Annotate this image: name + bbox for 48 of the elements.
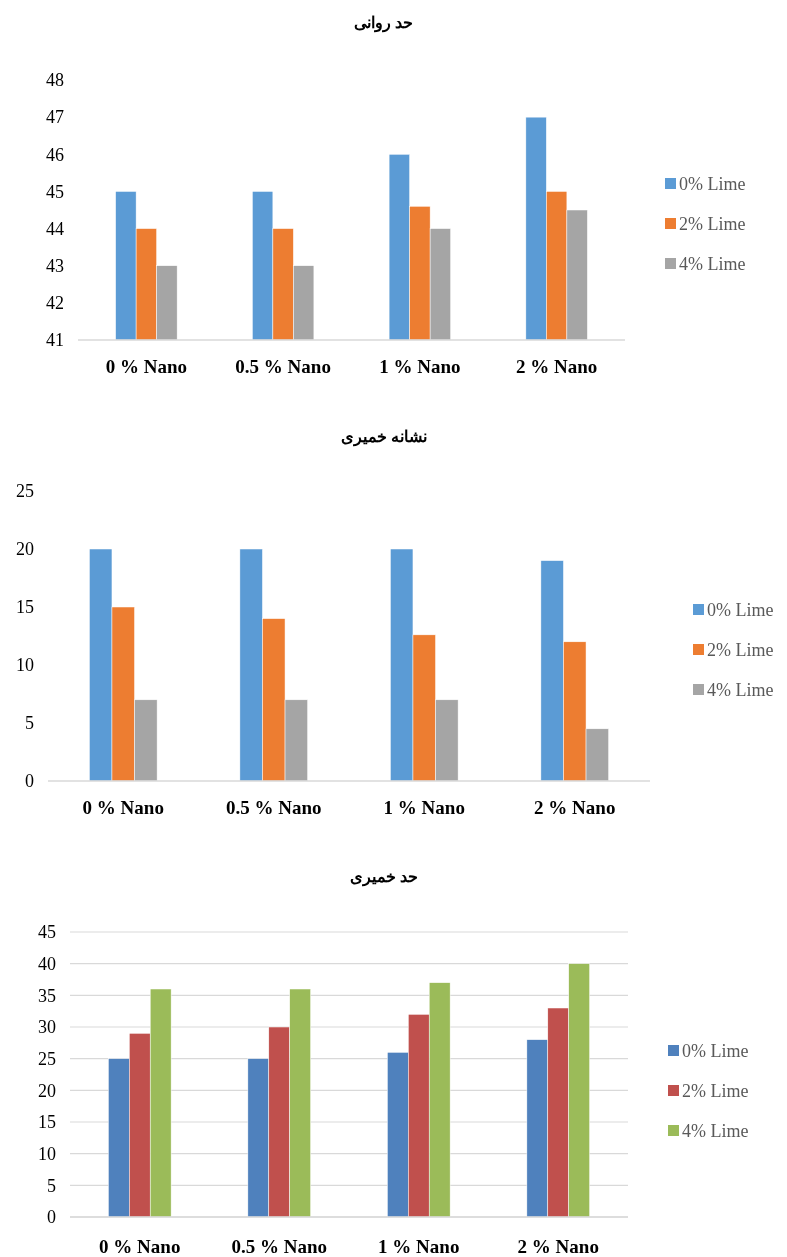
x-tick-label: 2 % Nano: [517, 1236, 599, 1257]
y-tick-label: 30: [38, 1017, 56, 1038]
legend-label: 2% Lime: [679, 214, 746, 235]
y-tick-label: 15: [16, 597, 34, 618]
x-tick-label: 1 % Nano: [383, 797, 465, 818]
y-tick-label: 45: [38, 922, 56, 943]
x-tick-label: 0 % Nano: [105, 356, 188, 377]
y-tick-label: 0: [47, 1207, 56, 1228]
chart-title: حد روانی: [354, 14, 413, 33]
y-tick-label: 43: [46, 256, 64, 277]
x-tick-label: 0 % Nano: [82, 797, 164, 818]
legend-label: 4% Lime: [679, 254, 746, 275]
x-tick-label: 0.5 % Nano: [231, 1236, 328, 1257]
y-tick-label: 5: [25, 713, 34, 734]
y-tick-label: 10: [16, 655, 34, 676]
chart-title: حد خمیری: [349, 868, 418, 887]
chart-title: نشانه خمیری: [340, 428, 427, 447]
y-tick-label: 47: [46, 107, 64, 128]
x-tick-label: 2 % Nano: [534, 797, 616, 818]
x-tick-label: 0 % Nano: [99, 1236, 181, 1257]
y-tick-label: 35: [38, 985, 56, 1006]
y-tick-label: 5: [47, 1175, 56, 1196]
x-tick-label: 2 % Nano: [515, 356, 598, 377]
y-tick-label: 48: [46, 70, 64, 91]
y-tick-label: 44: [46, 218, 64, 239]
y-tick-label: 41: [46, 330, 64, 351]
legend-label: 0% Lime: [707, 600, 774, 621]
y-tick-label: 25: [16, 481, 34, 502]
y-tick-label: 42: [46, 293, 64, 314]
y-tick-label: 10: [38, 1143, 56, 1164]
legend-label: 0% Lime: [679, 174, 746, 195]
y-tick-label: 20: [38, 1080, 56, 1101]
x-tick-label: 1 % Nano: [378, 1236, 460, 1257]
y-tick-label: 46: [46, 144, 64, 165]
x-tick-label: 1 % Nano: [379, 356, 461, 377]
x-tick-label: 0.5 % Nano: [235, 356, 331, 377]
y-tick-label: 40: [38, 953, 56, 974]
y-tick-label: 15: [38, 1112, 56, 1133]
legend-label: 2% Lime: [682, 1081, 749, 1102]
y-tick-label: 25: [38, 1048, 56, 1069]
y-tick-label: 45: [46, 181, 64, 202]
legend-label: 4% Lime: [682, 1121, 749, 1142]
legend-label: 2% Lime: [707, 640, 774, 661]
legend-label: 4% Lime: [707, 680, 774, 701]
y-tick-label: 0: [25, 771, 34, 792]
x-tick-label: 0.5 % Nano: [225, 797, 322, 818]
y-tick-label: 20: [16, 539, 34, 560]
legend-label: 0% Lime: [682, 1041, 749, 1062]
